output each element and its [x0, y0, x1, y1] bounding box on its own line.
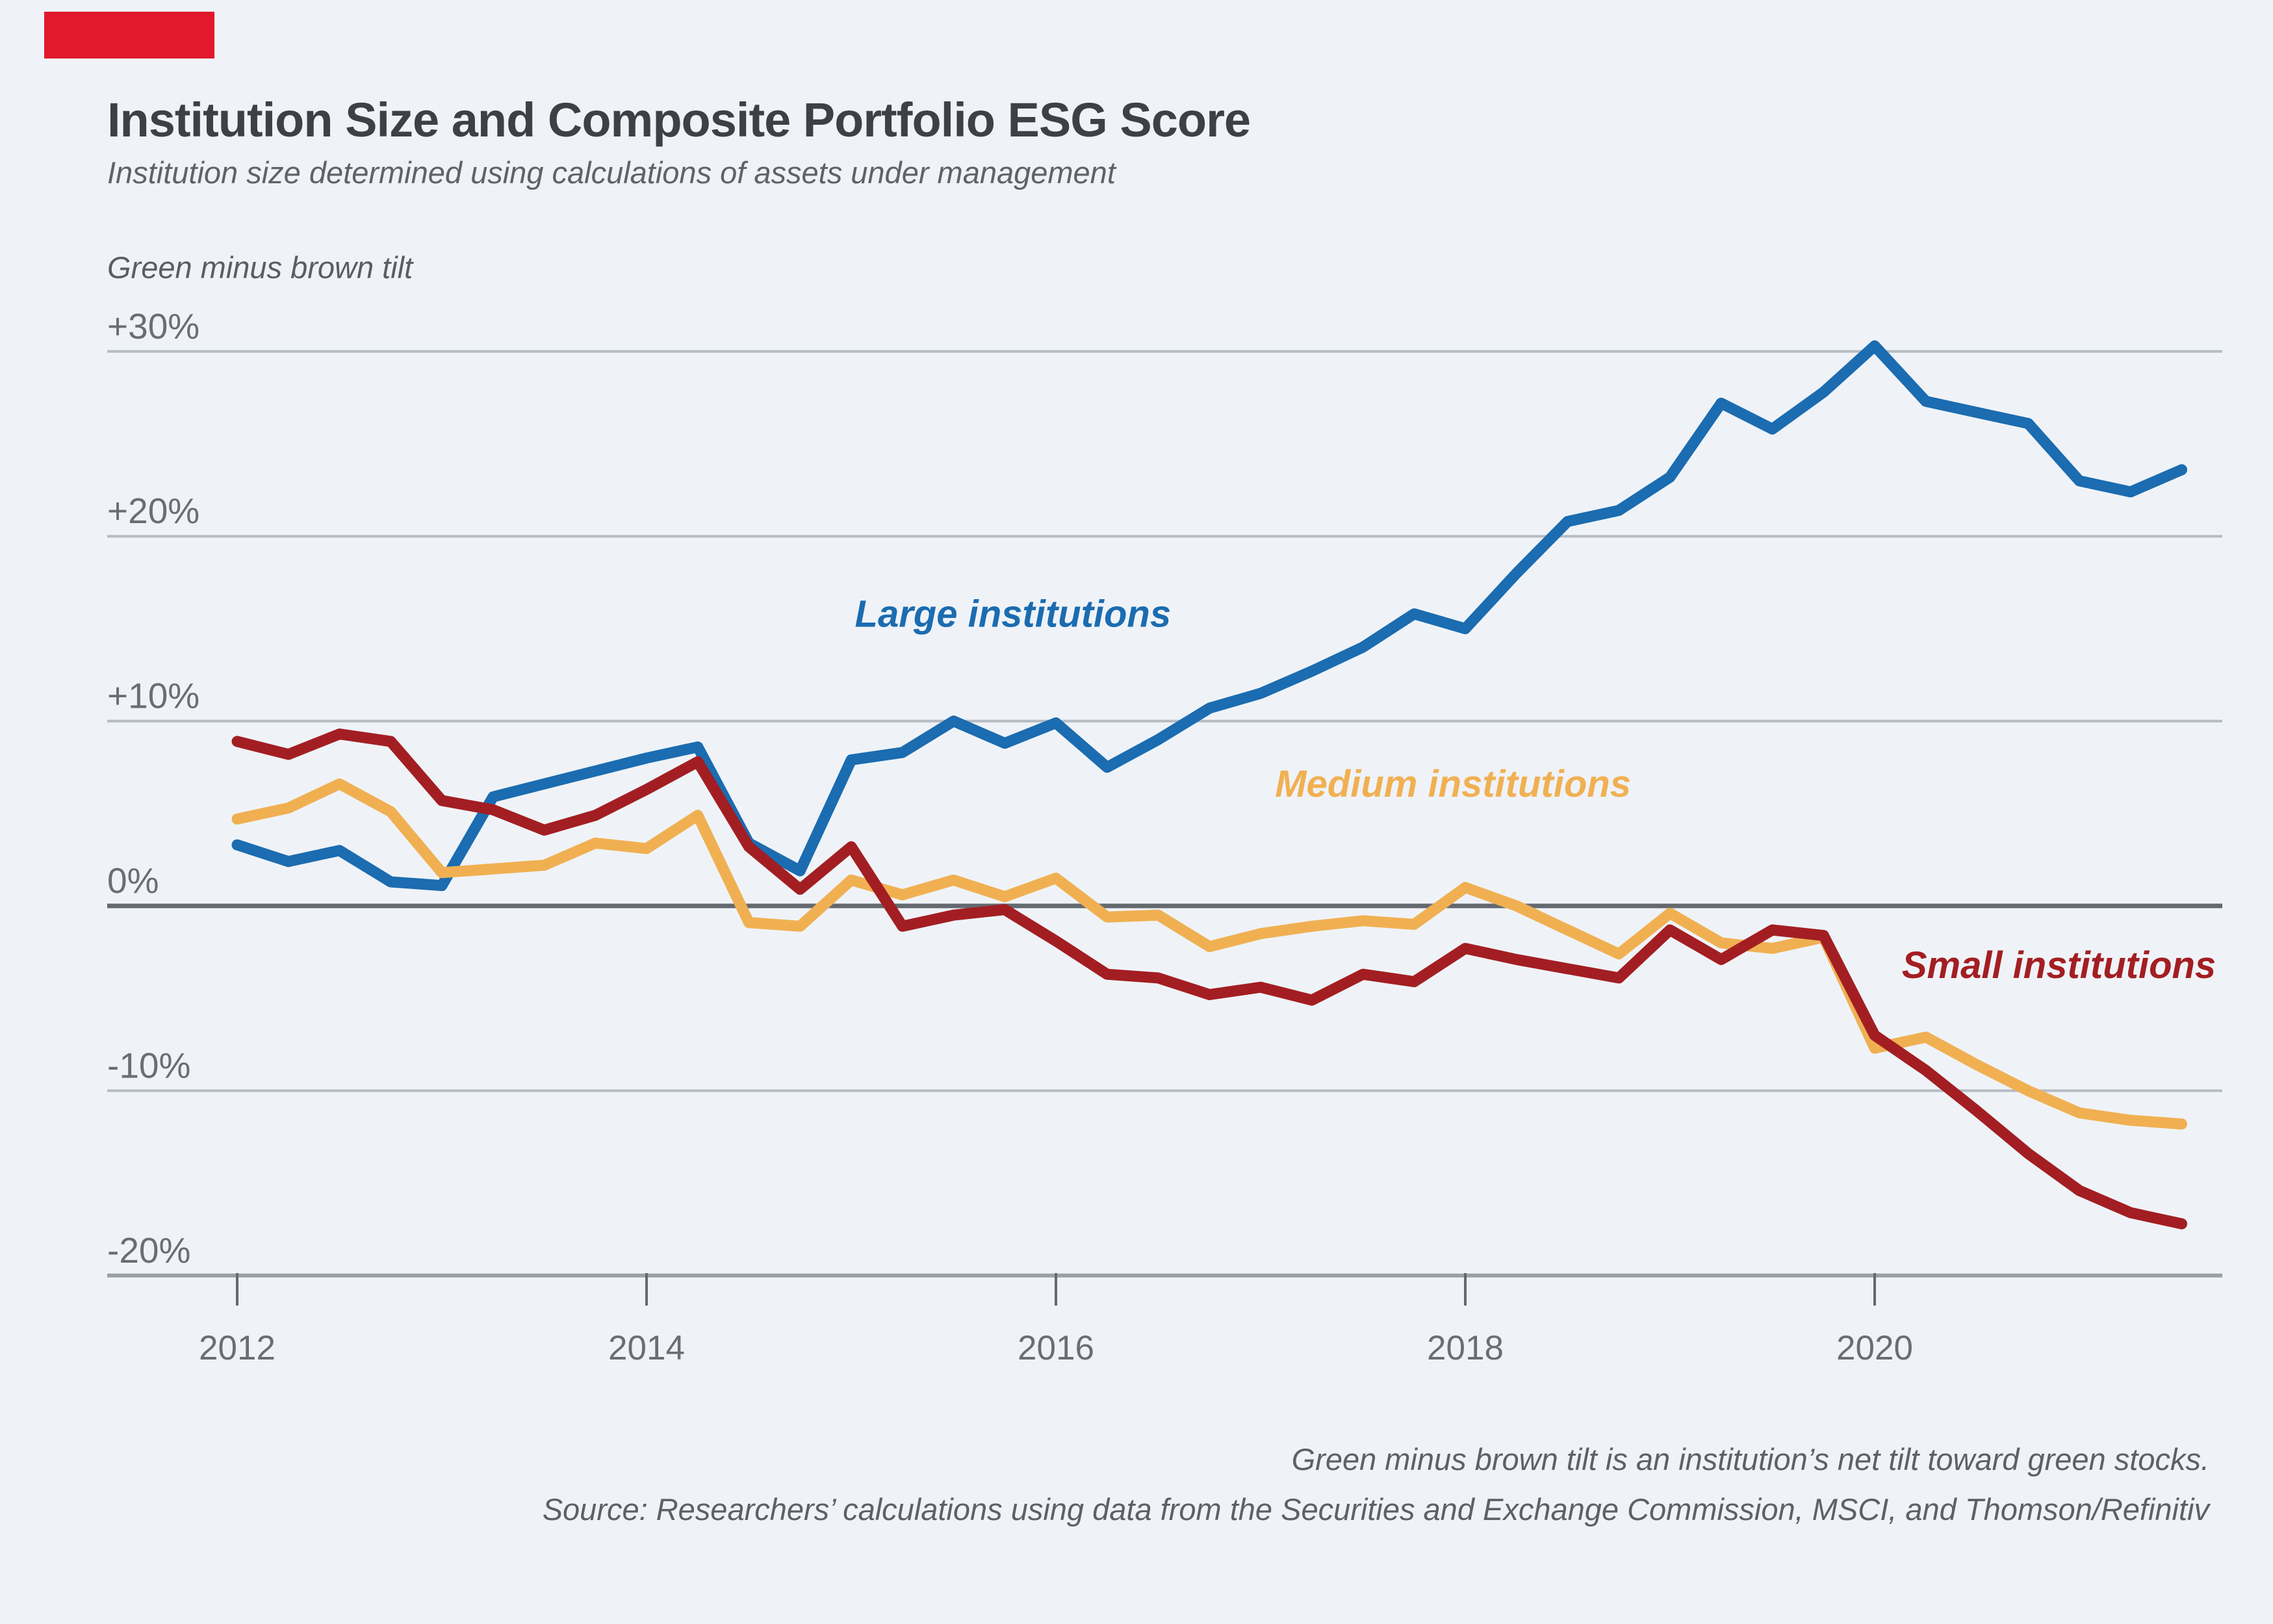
y-tick-label--20%: -20%	[107, 1230, 190, 1270]
digest-accent-bar	[44, 12, 214, 58]
x-axis: 2012 2014 2016 2018 2020	[199, 1273, 1913, 1367]
x-tick-label-2012: 2012	[199, 1329, 276, 1367]
y-tick-label-+20%: +20%	[107, 491, 199, 531]
series-label-small-institutions: Small institutions	[1902, 944, 2216, 986]
y-axis-tick-labels: +30% +20% +10% 0% -10% -20%	[107, 306, 199, 1270]
x-tick-label-2014: 2014	[608, 1329, 685, 1367]
y-tick-label-+30%: +30%	[107, 306, 199, 346]
series-label-medium-institutions: Medium institutions	[1275, 763, 1631, 805]
line-medium-institutions	[231, 778, 2187, 1130]
line-large-institutions	[231, 340, 2187, 892]
series-label-large-institutions: Large institutions	[855, 593, 1172, 636]
y-tick-label-0%: 0%	[107, 860, 159, 901]
line-small-institutions	[231, 728, 2187, 1230]
chart-note: Green minus brown tilt is an institution…	[1292, 1441, 2209, 1477]
x-tick-label-2020: 2020	[1836, 1329, 1913, 1367]
y-tick-label--10%: -10%	[107, 1045, 190, 1085]
x-tick-label-2018: 2018	[1427, 1329, 1504, 1367]
gridlines	[107, 350, 2222, 1278]
y-tick-label-+10%: +10%	[107, 676, 199, 716]
chart-source-text: Source: Researchers’ calculations using …	[542, 1492, 2209, 1527]
page-subtitle: Institution size determined using calcul…	[107, 155, 1116, 190]
chart-source: Source: Researchers’ calculations using …	[543, 1491, 2209, 1527]
series-lines	[231, 340, 2187, 1230]
series-inline-labels: Large institutions Medium institutions Sma…	[855, 593, 2216, 986]
chart-note-text: Green minus brown tilt is an institution…	[1291, 1442, 2209, 1476]
page-title: Institution Size and Composite Portfolio…	[107, 93, 1251, 147]
x-tick-label-2016: 2016	[1018, 1329, 1094, 1367]
y-axis-annotation: Green minus brown tilt	[107, 250, 414, 285]
